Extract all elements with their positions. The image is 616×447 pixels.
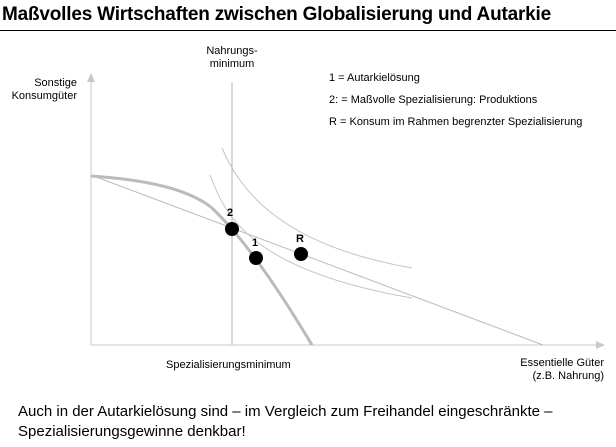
spezialisierungsminimum-label: Spezialisierungsminimum [166,359,291,371]
point-r-label: R [296,233,304,245]
indifference-curve-high [221,147,413,269]
nahrungsminimum-label: Nahrungs- minimum [206,45,258,70]
x-axis-label: Essentielle Güter (z.B. Nahrung) [520,357,604,382]
page-title: Maßvolles Wirtschaften zwischen Globalis… [2,4,551,25]
x-axis-arrow [596,341,605,349]
production-possibility-curve [90,174,314,346]
title-underline [0,30,616,31]
point-2 [225,222,239,236]
trade-line [90,174,544,346]
caption-text: Auch in der Autarkielösung sind – im Ver… [18,403,553,440]
legend-item-2: 2: = Maßvolle Spezialisierung: Produktio… [329,94,538,106]
point-1-label: 1 [252,237,259,249]
y-axis-arrow [87,73,95,82]
legend-item-1: 1 = Autarkielösung [329,72,420,84]
indifference-curve-low [209,174,413,299]
legend-item-r: R = Konsum im Rahmen begrenzter Speziali… [329,116,583,128]
point-2-label: 2 [227,207,234,219]
point-r [294,247,308,261]
point-1 [249,251,263,265]
y-axis-label: Sonstige Konsumgüter [11,77,77,102]
